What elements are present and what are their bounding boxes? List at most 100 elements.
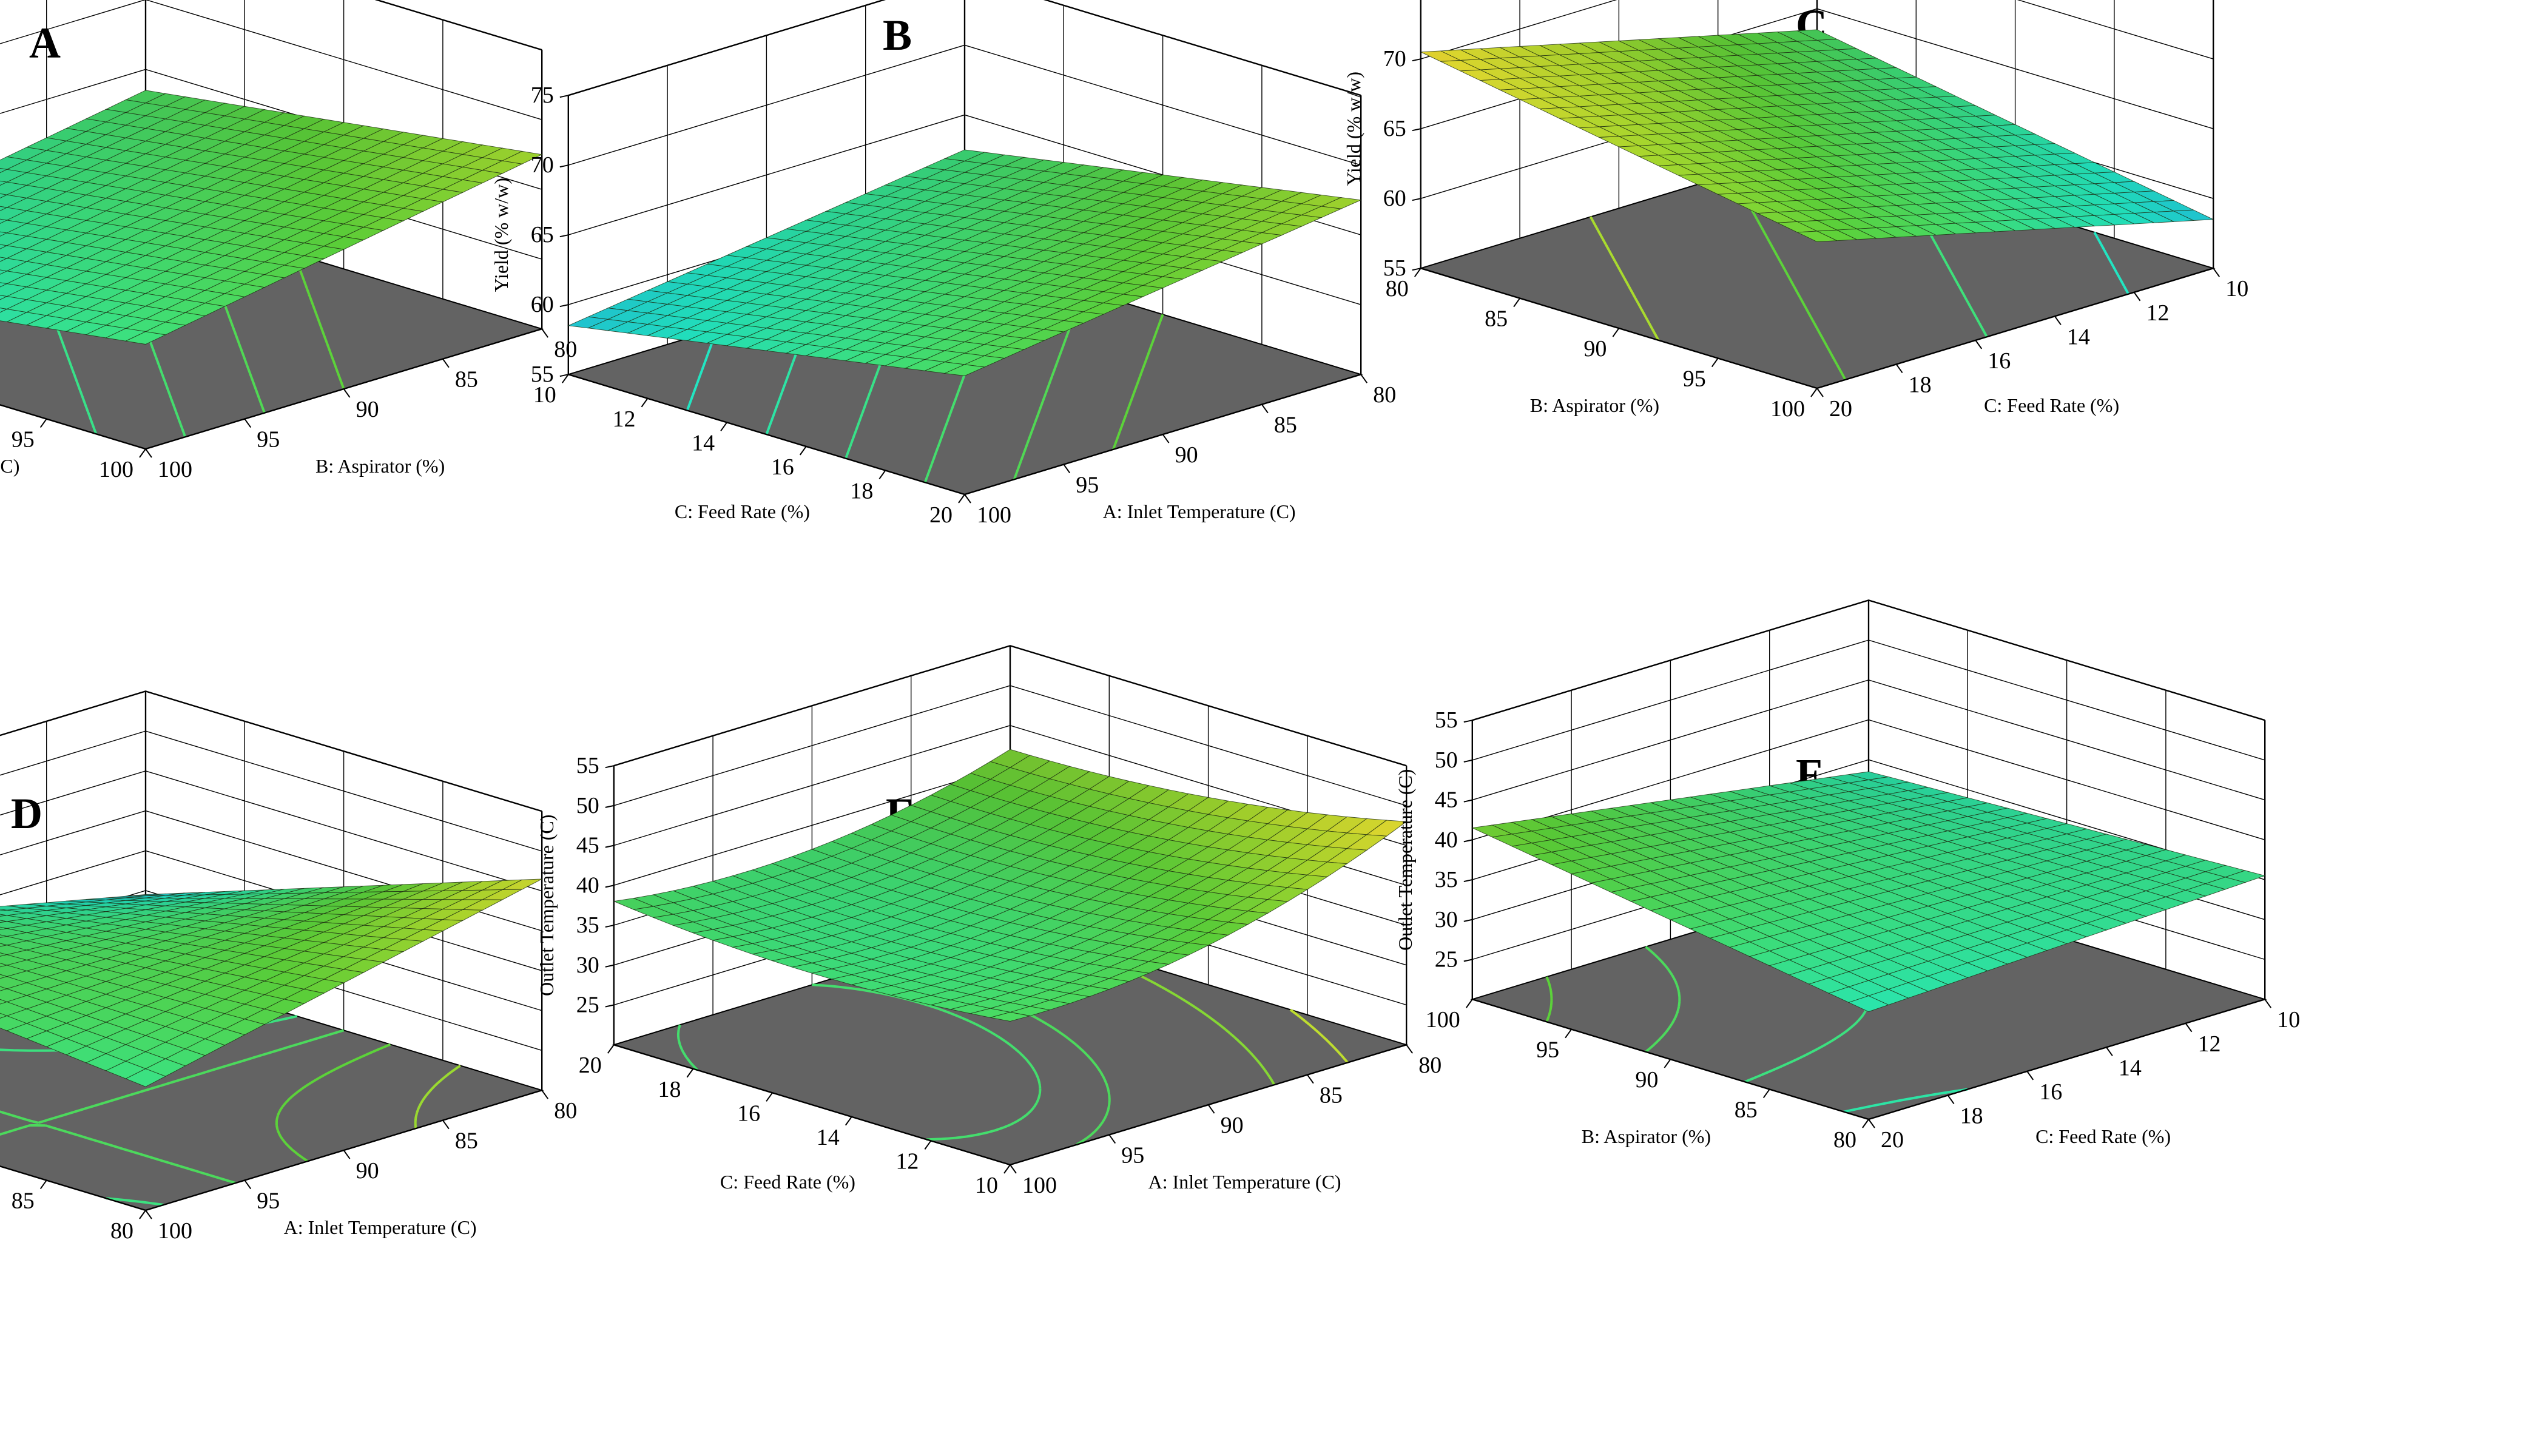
z-tick-label: 55 (1435, 707, 1458, 733)
right-tick-label: 12 (2198, 1031, 2221, 1057)
right-tick-label: 85 (455, 367, 478, 393)
left-tick-label: 20 (929, 502, 953, 528)
left-tick-label: 16 (737, 1100, 760, 1126)
surface-cell (943, 364, 986, 376)
z-tick-label: 75 (1383, 0, 1406, 2)
right-axis: 80 85 90 95 100 A: Inlet Temperature (C) (1010, 1044, 1441, 1198)
right-tick-label: 95 (257, 427, 280, 453)
right-tick-label: 90 (1221, 1113, 1244, 1138)
right-tick-label: 14 (2119, 1055, 2142, 1080)
left-tick-label: 85 (1735, 1097, 1758, 1123)
right-tick-label: 14 (2067, 324, 2090, 349)
left-tick-label: 90 (1635, 1067, 1658, 1093)
right-axis-label: C: Feed Rate (%) (1984, 394, 2119, 416)
right-tick-label: 90 (1175, 442, 1198, 468)
left-axis-label: A: Inlet Temperature (C) (0, 455, 19, 477)
z-tick-label: 40 (1435, 827, 1458, 852)
right-tick-label: 80 (1418, 1053, 1441, 1078)
z-tick-label: 65 (1383, 116, 1406, 141)
left-axis-label: C: Feed Rate (%) (675, 500, 810, 522)
left-axis-label: B: Aspirator (%) (1582, 1125, 1711, 1147)
left-tick-label: 20 (579, 1053, 602, 1078)
z-tick-label: 25 (576, 992, 599, 1017)
left-axis: 10 12 14 16 18 20 C: Feed Rate (%) (579, 1044, 1011, 1198)
left-tick-label: 100 (99, 457, 133, 482)
chart-d: D25303540455055Outlet Temperature (C)808… (0, 690, 577, 1244)
right-tick-label: 100 (1022, 1173, 1057, 1198)
z-tick-label: 50 (1435, 747, 1458, 773)
surface-cell (125, 1068, 166, 1087)
surface-cell (124, 331, 167, 345)
response-surface (0, 90, 543, 345)
surface-cell (1797, 231, 1837, 242)
right-tick-label: 100 (977, 502, 1011, 528)
contour-line (2093, 231, 2129, 295)
right-tick-label: 100 (158, 457, 192, 482)
response-surface (1420, 29, 2214, 242)
left-tick-label: 80 (1386, 276, 1409, 302)
z-tick-label: 30 (1435, 907, 1458, 932)
response-surface (567, 149, 1362, 376)
panel-letter: A (29, 19, 61, 67)
right-axis: 10 12 14 16 18 20 C: Feed Rate (%) (1868, 999, 2300, 1153)
right-tick-label: 20 (1881, 1127, 1904, 1153)
left-axis: 10 12 14 16 18 20 C: Feed Rate (%) (533, 374, 965, 528)
z-tick-label: 55 (1383, 255, 1406, 281)
right-axis-label: C: Feed Rate (%) (2035, 1125, 2171, 1147)
z-tick-label: 60 (1383, 186, 1406, 211)
z-tick-label: 55 (576, 753, 599, 778)
right-axis: 80 85 90 95 100 B: Aspirator (%) (145, 328, 577, 482)
right-tick-label: 16 (1988, 348, 2011, 374)
contour-line (0, 1029, 345, 1184)
right-tick-label: 12 (2146, 300, 2170, 326)
right-tick-label: 100 (158, 1218, 192, 1244)
left-tick-label: 95 (12, 427, 35, 453)
chart-a: A 55 60 65 70 75 Yield (% w/w) 80 85 90 95 100 A: In… (0, 0, 577, 482)
right-tick-label: 85 (1320, 1083, 1343, 1108)
right-tick-label: 80 (554, 1098, 577, 1124)
panel-letter: B (883, 11, 912, 59)
z-tick-label: 35 (576, 912, 599, 938)
left-tick-label: 80 (1833, 1127, 1856, 1153)
z-tick-label: 65 (531, 222, 554, 248)
z-axis-label: Yield (% w/w) (1343, 72, 1364, 186)
right-axis: 10 12 14 16 18 20 C: Feed Rate (%) (1816, 268, 2248, 422)
chart-e: E25303540455055Outlet Temperature (C)101… (536, 645, 1441, 1198)
left-tick-label: 100 (1426, 1007, 1460, 1033)
left-tick-label: 80 (110, 1218, 133, 1244)
left-tick-label: 18 (850, 478, 873, 504)
left-tick-label: 12 (895, 1148, 919, 1174)
left-tick-label: 18 (658, 1077, 681, 1102)
surface-cell (1848, 996, 1889, 1013)
z-tick-label: 55 (531, 362, 554, 387)
right-tick-label: 10 (2225, 276, 2248, 302)
z-tick-label: 45 (576, 833, 599, 858)
left-tick-label: 10 (533, 382, 556, 408)
right-tick-label: 18 (1960, 1103, 1983, 1128)
z-tick-label: 30 (576, 952, 599, 978)
left-tick-label: 14 (692, 430, 715, 456)
right-tick-label: 16 (2039, 1079, 2062, 1105)
z-tick-label: 50 (576, 793, 599, 818)
z-axis: 55 60 65 70 75 Yield (% w/w) (1343, 0, 1421, 281)
contour-line (1589, 216, 1660, 341)
left-tick-label: 12 (612, 406, 635, 432)
z-tick-label: 40 (576, 872, 599, 898)
right-tick-label: 10 (2277, 1007, 2300, 1033)
z-axis-label: Outlet Temperature (C) (536, 815, 558, 996)
chart-b: B 55 60 65 70 75 Yield (% w/w) 10 12 14 16 18 20 C: F… (490, 0, 1396, 528)
right-tick-label: 90 (356, 1158, 379, 1184)
z-axis-label: Yield (% w/w) (490, 178, 512, 292)
left-tick-label: 14 (817, 1125, 840, 1150)
right-axis-label: A: Inlet Temperature (C) (284, 1216, 477, 1238)
response-surface (0, 878, 542, 1087)
z-axis: 25 30 35 40 45 50 55 Outlet Temperature (C) (536, 753, 615, 1017)
left-axis-label: C: Feed Rate (%) (720, 1171, 855, 1193)
right-tick-label: 95 (1121, 1143, 1144, 1168)
